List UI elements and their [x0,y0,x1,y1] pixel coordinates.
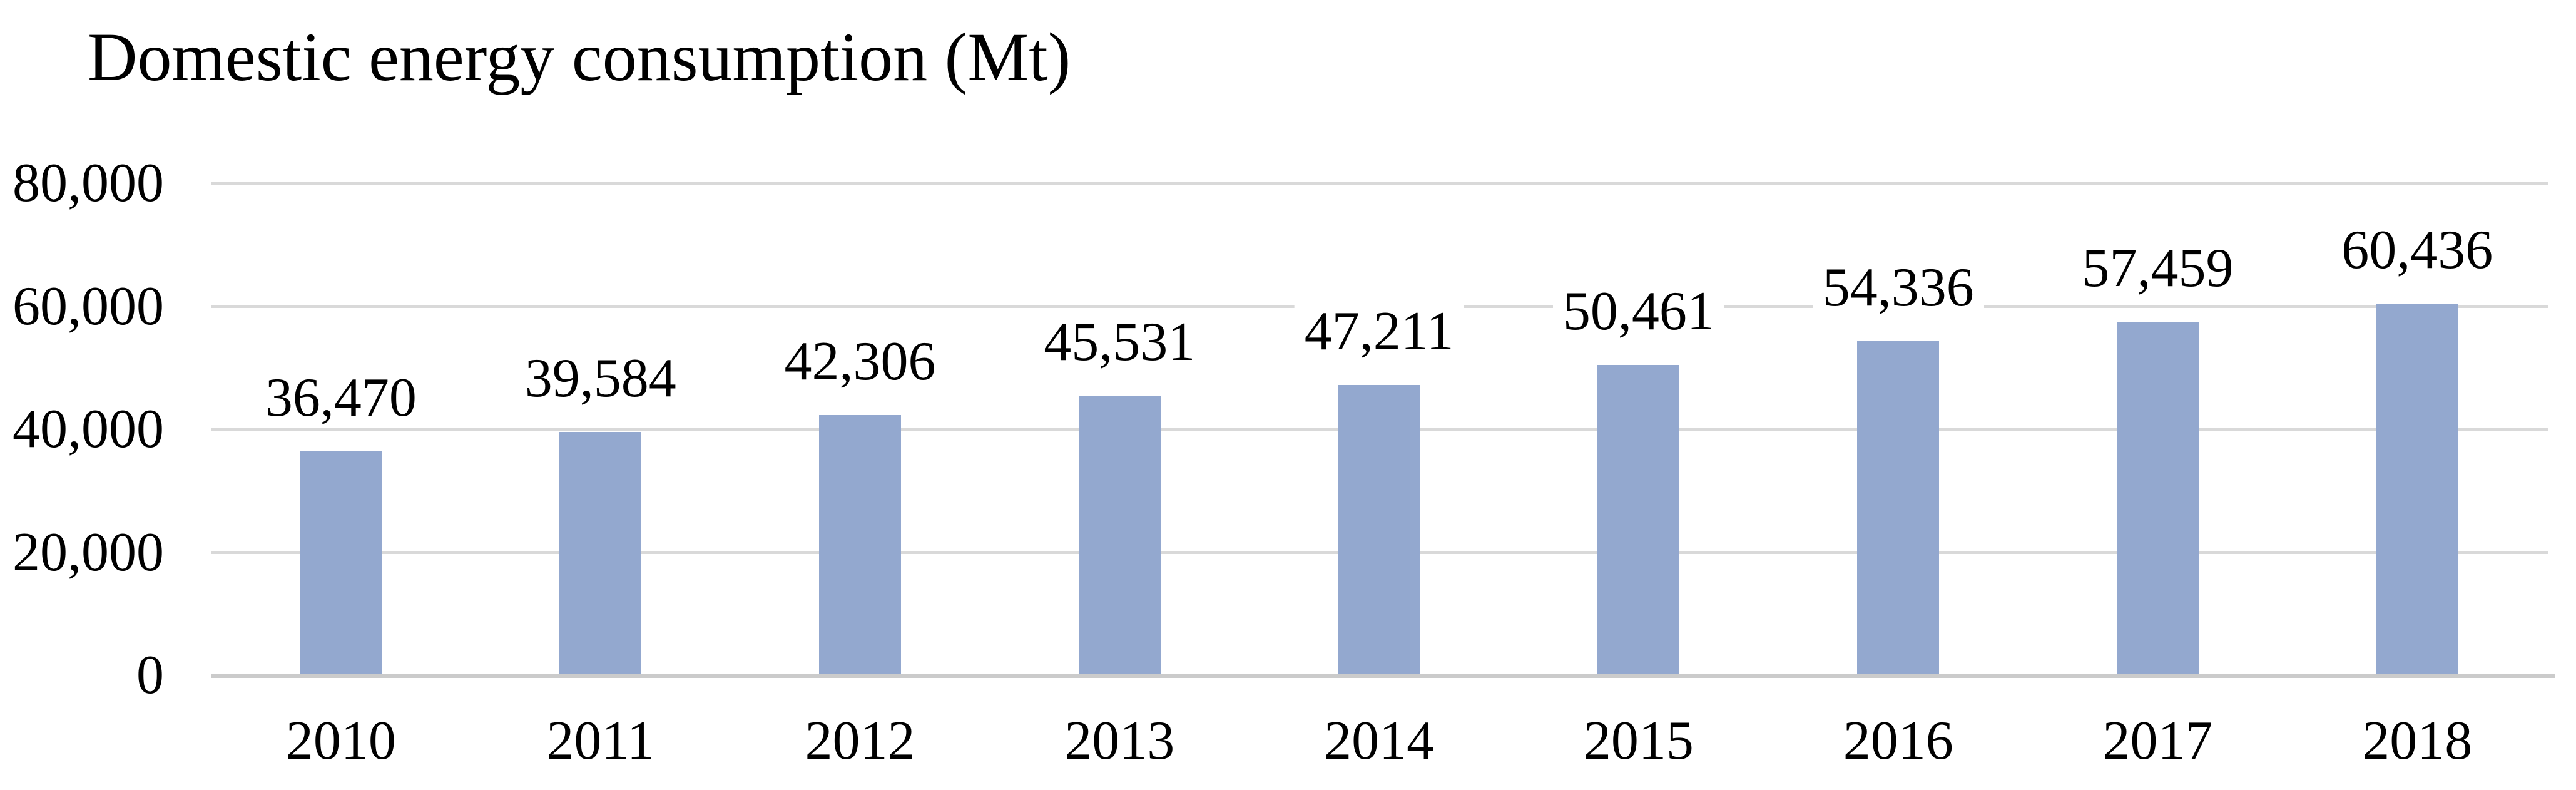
y-tick-label: 40,000 [13,399,164,459]
x-tick-label-2010: 2010 [285,710,396,771]
bar-2013 [1078,395,1161,674]
x-tick-label-2011: 2011 [546,710,655,771]
value-label-2011: 39,584 [514,349,686,409]
value-label-2018: 60,436 [2331,220,2503,281]
bar-2012 [819,415,901,674]
value-label-2017: 57,459 [2072,239,2244,299]
chart-title: Domestic energy consumption (Mt) [88,19,1071,95]
value-label-2016: 54,336 [1812,258,1984,319]
x-tick-label-2013: 2013 [1064,710,1175,771]
bar-2011 [559,432,642,674]
bar-2018 [2376,304,2458,674]
bar-2014 [1338,385,1420,674]
value-label-2014: 47,211 [1294,302,1464,362]
x-tick-label-2018: 2018 [2362,710,2473,771]
y-tick-label: 20,000 [13,521,164,583]
x-tick-label-2016: 2016 [1843,710,1953,771]
bar-2016 [1857,341,1940,674]
y-tick-label: 80,000 [13,153,164,213]
x-axis-line [211,674,2555,678]
value-label-2012: 42,306 [774,332,946,392]
gridline-80000 [211,182,2548,185]
y-tick-label: 0 [136,645,164,705]
y-tick-label: 60,000 [13,275,164,337]
value-label-2010: 36,470 [255,367,427,428]
x-tick-label-2017: 2017 [2102,710,2213,771]
x-tick-label-2014: 2014 [1324,710,1435,771]
value-label-2015: 50,461 [1552,282,1724,342]
bar-2015 [1597,365,1680,674]
x-tick-label-2015: 2015 [1583,710,1694,771]
x-tick-label-2012: 2012 [805,710,915,771]
bar-2017 [2117,322,2199,674]
bar-2010 [300,451,382,674]
value-label-2013: 45,531 [1034,312,1206,372]
